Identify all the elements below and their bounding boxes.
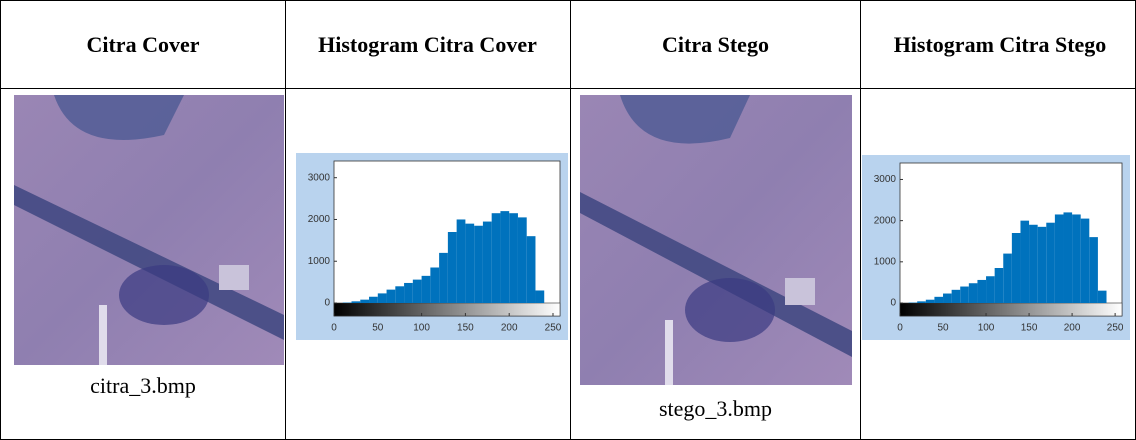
histogram-bar (1081, 219, 1090, 303)
x-tick-label: 100 (413, 323, 430, 334)
y-tick-label: 2000 (874, 215, 897, 226)
histogram-bar (977, 280, 986, 303)
histogram-bar (492, 213, 501, 303)
page: {"table": {"header": ["Citra Cover", "Hi… (0, 0, 1136, 440)
colorbar (334, 303, 560, 316)
histogram-bar (1038, 227, 1047, 303)
histogram-bar (404, 283, 413, 303)
histogram-bar (360, 300, 369, 303)
table-border (0, 88, 1136, 89)
histogram-bar (995, 268, 1004, 303)
histogram-bar (952, 290, 961, 303)
cover-image (14, 95, 284, 365)
y-tick-label: 0 (890, 298, 896, 309)
header-cell: Citra Cover (1, 0, 285, 88)
histogram-bar (483, 222, 492, 303)
x-tick-label: 50 (937, 323, 949, 334)
histogram-bar (439, 253, 448, 303)
histogram-bar (527, 236, 536, 303)
x-tick-label: 100 (978, 323, 995, 334)
histogram-bar (369, 297, 378, 303)
histogram-bar (457, 219, 466, 303)
x-tick-label: 150 (457, 323, 474, 334)
x-tick-label: 200 (501, 323, 518, 334)
stego-image (580, 95, 852, 385)
x-tick-label: 0 (331, 323, 337, 334)
histogram-bar (413, 280, 422, 303)
histogram-bar (395, 286, 404, 303)
histogram-bar (387, 290, 396, 303)
histogram-bar (926, 300, 935, 303)
image-caption: stego_3.bmp (571, 396, 860, 422)
histogram-bar (430, 268, 439, 304)
histogram-bar (1063, 212, 1072, 303)
x-tick-label: 250 (1107, 323, 1124, 334)
y-tick-label: 3000 (308, 172, 331, 183)
histogram-bar (1046, 223, 1055, 303)
histogram-bar (1098, 291, 1107, 303)
histogram-bar (1089, 237, 1098, 303)
histogram-bar (465, 224, 474, 303)
histogram-bar (535, 290, 544, 303)
histogram-bar (474, 226, 483, 303)
histogram-bar (509, 213, 518, 303)
histogram-bar (917, 301, 926, 303)
x-tick-label: 250 (545, 323, 562, 334)
histogram-bar (1029, 225, 1038, 303)
histogram-bar (518, 217, 527, 303)
header-cell: Histogram Citra Cover (300, 0, 555, 88)
header-cell: Citra Stego (571, 0, 860, 88)
histogram-bar (943, 294, 952, 303)
colorbar (900, 303, 1122, 316)
histogram-bar (1020, 221, 1029, 303)
y-tick-label: 2000 (308, 214, 331, 225)
table-border (860, 0, 861, 440)
histogram-bar (500, 211, 509, 303)
histogram-bar (448, 232, 457, 303)
histogram-bar (1012, 233, 1021, 303)
x-tick-label: 200 (1064, 323, 1081, 334)
histogram-bar (960, 287, 969, 303)
histogram-bar (378, 293, 387, 303)
x-tick-label: 150 (1021, 323, 1038, 334)
x-tick-label: 50 (372, 323, 384, 334)
image-caption: citra_3.bmp (1, 373, 285, 399)
table-border (285, 0, 286, 440)
histogram-bar (1072, 214, 1081, 303)
x-tick-label: 0 (897, 323, 903, 334)
histogram-bar (1055, 214, 1064, 303)
y-tick-label: 1000 (308, 256, 331, 267)
histogram-bar (934, 297, 943, 303)
histogram-bar (969, 283, 978, 303)
histogram-bar (352, 301, 361, 303)
histogram: 0 1000 2000 3000 0 50 100 150 200 250 (862, 155, 1130, 340)
y-tick-label: 1000 (874, 256, 897, 267)
header-cell: Histogram Citra Stego (885, 0, 1115, 88)
histogram-bar (1003, 254, 1012, 303)
y-tick-label: 3000 (874, 174, 897, 185)
histogram-bar (986, 276, 995, 303)
histogram-bar (422, 276, 431, 303)
histogram: 0 1000 2000 3000 0 50 100 150 200 250 (296, 153, 568, 340)
y-tick-label: 0 (324, 298, 330, 309)
